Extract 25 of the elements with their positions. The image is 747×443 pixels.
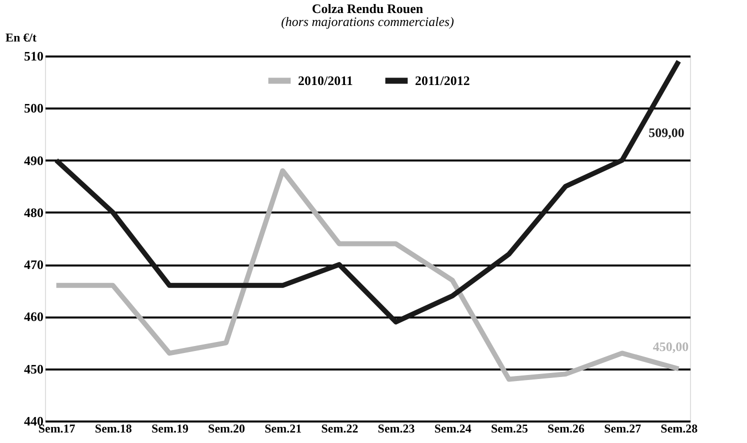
y-tick-label: 460 xyxy=(24,309,44,324)
x-tick-label: Sem.23 xyxy=(378,422,415,436)
x-tick-label: Sem.19 xyxy=(151,422,188,436)
x-tick-label: Sem.27 xyxy=(604,422,642,436)
y-tick-label: 510 xyxy=(24,48,44,64)
y-axis-title: En €/t xyxy=(6,30,37,44)
annotation: 450,00 xyxy=(652,338,689,354)
x-tick-label: Sem.18 xyxy=(94,422,132,436)
annotation: 509,00 xyxy=(648,125,684,140)
x-tick-label: Sem.26 xyxy=(548,422,585,436)
chart-subtitle: (hors majorations commerciales) xyxy=(281,14,454,29)
x-tick-label: Sem.28 xyxy=(660,422,698,436)
y-tick-label: 480 xyxy=(24,204,44,220)
chart-title: Colza Rendu Rouen xyxy=(312,1,424,16)
x-tick-label: Sem.21 xyxy=(264,422,302,436)
y-tick-label: 470 xyxy=(24,257,44,272)
x-tick-label: Sem.22 xyxy=(321,422,358,436)
legend-label: 2011/2012 xyxy=(415,72,470,88)
y-tick-label: 490 xyxy=(24,152,44,168)
y-tick-label: 500 xyxy=(24,100,44,116)
x-tick-label: Sem.20 xyxy=(208,422,246,436)
legend-label: 2010/2011 xyxy=(298,72,353,88)
y-tick-label: 450 xyxy=(24,361,44,376)
x-tick-label: Sem.25 xyxy=(490,422,528,436)
x-tick-label: Sem.24 xyxy=(434,422,472,436)
